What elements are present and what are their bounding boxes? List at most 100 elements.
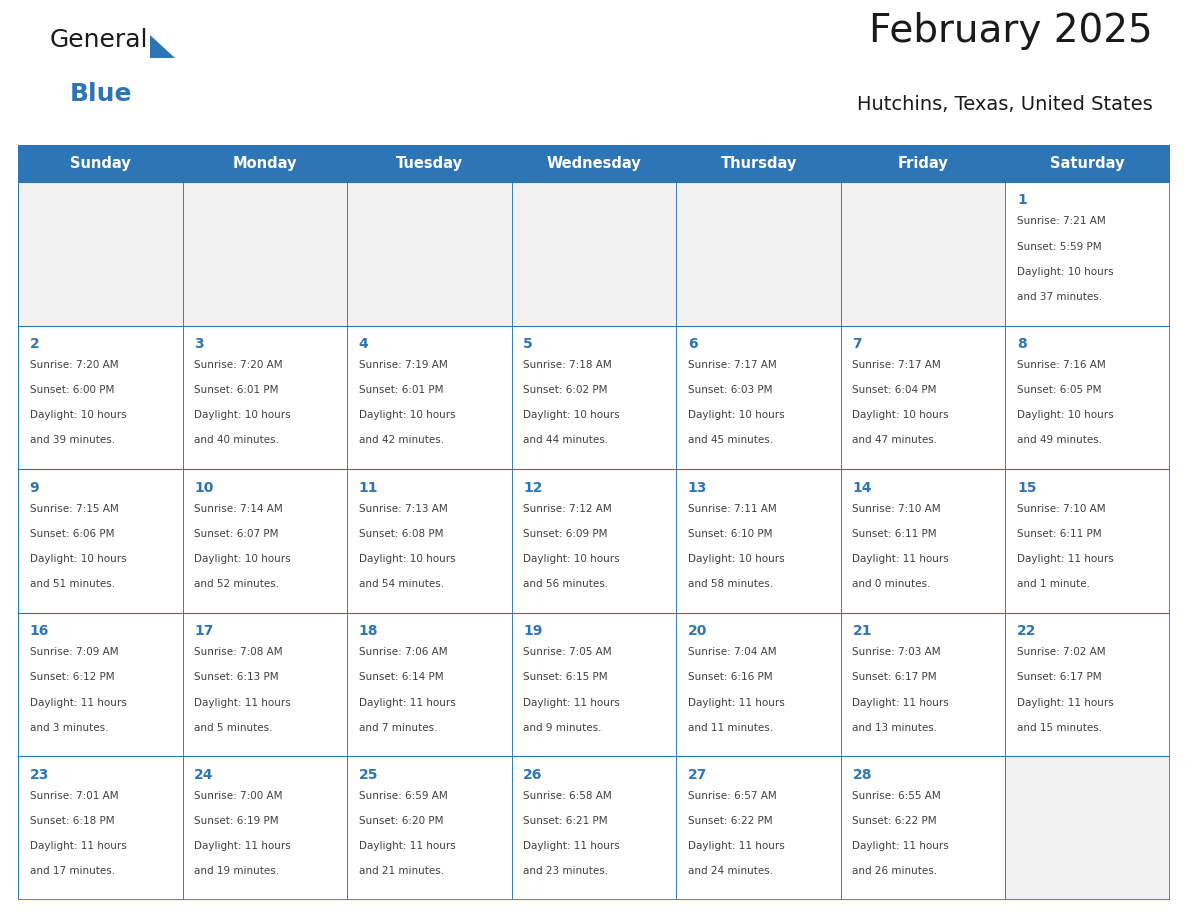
Text: Sunset: 6:13 PM: Sunset: 6:13 PM: [194, 672, 279, 682]
Text: Sunrise: 7:10 AM: Sunrise: 7:10 AM: [852, 504, 941, 514]
Text: Sunrise: 7:21 AM: Sunrise: 7:21 AM: [1017, 217, 1106, 227]
Text: and 58 minutes.: and 58 minutes.: [688, 579, 773, 589]
Bar: [1005, 613, 1170, 756]
Text: and 23 minutes.: and 23 minutes.: [523, 867, 608, 877]
Text: 20: 20: [688, 624, 707, 638]
Text: Sunset: 6:06 PM: Sunset: 6:06 PM: [30, 529, 114, 539]
Text: February 2025: February 2025: [868, 12, 1152, 50]
Text: Daylight: 11 hours: Daylight: 11 hours: [523, 698, 620, 708]
Text: and 17 minutes.: and 17 minutes.: [30, 867, 115, 877]
Text: Sunrise: 7:04 AM: Sunrise: 7:04 AM: [688, 647, 777, 657]
Text: Saturday: Saturday: [1050, 156, 1125, 171]
Text: 27: 27: [688, 767, 707, 782]
Bar: [1005, 326, 1170, 469]
Text: and 49 minutes.: and 49 minutes.: [1017, 435, 1102, 445]
Text: Sunrise: 7:02 AM: Sunrise: 7:02 AM: [1017, 647, 1106, 657]
Text: Sunset: 6:20 PM: Sunset: 6:20 PM: [359, 816, 443, 826]
Text: Daylight: 10 hours: Daylight: 10 hours: [523, 554, 620, 564]
Text: 19: 19: [523, 624, 543, 638]
Bar: [18, 756, 183, 900]
Text: Sunrise: 7:12 AM: Sunrise: 7:12 AM: [523, 504, 612, 514]
Text: Sunrise: 7:20 AM: Sunrise: 7:20 AM: [194, 360, 283, 370]
Text: and 24 minutes.: and 24 minutes.: [688, 867, 773, 877]
Text: Sunrise: 7:18 AM: Sunrise: 7:18 AM: [523, 360, 612, 370]
Text: Sunset: 6:08 PM: Sunset: 6:08 PM: [359, 529, 443, 539]
Text: and 44 minutes.: and 44 minutes.: [523, 435, 608, 445]
Text: Daylight: 10 hours: Daylight: 10 hours: [30, 554, 126, 564]
Bar: [347, 756, 512, 900]
Bar: [841, 326, 1005, 469]
Text: Daylight: 11 hours: Daylight: 11 hours: [1017, 554, 1113, 564]
Text: Sunset: 5:59 PM: Sunset: 5:59 PM: [1017, 241, 1101, 252]
Text: 21: 21: [852, 624, 872, 638]
Text: Sunrise: 7:16 AM: Sunrise: 7:16 AM: [1017, 360, 1106, 370]
Text: and 13 minutes.: and 13 minutes.: [852, 722, 937, 733]
Text: Sunset: 6:02 PM: Sunset: 6:02 PM: [523, 386, 608, 395]
Text: Hutchins, Texas, United States: Hutchins, Texas, United States: [857, 95, 1152, 115]
Text: Wednesday: Wednesday: [546, 156, 642, 171]
Text: and 37 minutes.: and 37 minutes.: [1017, 292, 1102, 302]
Bar: [512, 182, 676, 326]
Text: Sunset: 6:07 PM: Sunset: 6:07 PM: [194, 529, 279, 539]
Text: 8: 8: [1017, 337, 1026, 351]
Text: 14: 14: [852, 481, 872, 495]
Text: and 40 minutes.: and 40 minutes.: [194, 435, 279, 445]
Text: Daylight: 11 hours: Daylight: 11 hours: [194, 698, 291, 708]
Text: Sunrise: 7:17 AM: Sunrise: 7:17 AM: [852, 360, 941, 370]
Text: Sunrise: 7:09 AM: Sunrise: 7:09 AM: [30, 647, 118, 657]
Bar: [512, 469, 676, 613]
Bar: [676, 326, 841, 469]
Text: and 45 minutes.: and 45 minutes.: [688, 435, 773, 445]
Text: Daylight: 10 hours: Daylight: 10 hours: [30, 410, 126, 420]
Text: Sunrise: 7:11 AM: Sunrise: 7:11 AM: [688, 504, 777, 514]
Text: 7: 7: [852, 337, 862, 351]
Text: and 51 minutes.: and 51 minutes.: [30, 579, 115, 589]
Text: 15: 15: [1017, 481, 1036, 495]
Text: and 56 minutes.: and 56 minutes.: [523, 579, 608, 589]
Text: Sunrise: 7:17 AM: Sunrise: 7:17 AM: [688, 360, 777, 370]
Text: Sunrise: 6:57 AM: Sunrise: 6:57 AM: [688, 791, 777, 800]
Text: Daylight: 10 hours: Daylight: 10 hours: [523, 410, 620, 420]
Bar: [1005, 756, 1170, 900]
Text: and 47 minutes.: and 47 minutes.: [852, 435, 937, 445]
Text: and 1 minute.: and 1 minute.: [1017, 579, 1089, 589]
Text: 2: 2: [30, 337, 39, 351]
Text: Sunset: 6:17 PM: Sunset: 6:17 PM: [1017, 672, 1101, 682]
Bar: [18, 469, 183, 613]
Text: Sunset: 6:22 PM: Sunset: 6:22 PM: [688, 816, 772, 826]
Bar: [512, 613, 676, 756]
Text: Sunrise: 7:15 AM: Sunrise: 7:15 AM: [30, 504, 119, 514]
Text: and 3 minutes.: and 3 minutes.: [30, 722, 108, 733]
Text: and 15 minutes.: and 15 minutes.: [1017, 722, 1102, 733]
Text: Daylight: 10 hours: Daylight: 10 hours: [194, 554, 291, 564]
Text: General: General: [50, 28, 148, 52]
Text: and 5 minutes.: and 5 minutes.: [194, 722, 272, 733]
Text: and 19 minutes.: and 19 minutes.: [194, 867, 279, 877]
Text: 18: 18: [359, 624, 378, 638]
Text: and 11 minutes.: and 11 minutes.: [688, 722, 773, 733]
Text: Daylight: 11 hours: Daylight: 11 hours: [30, 698, 126, 708]
Text: Daylight: 11 hours: Daylight: 11 hours: [688, 698, 784, 708]
Bar: [1005, 469, 1170, 613]
Text: and 52 minutes.: and 52 minutes.: [194, 579, 279, 589]
Text: Friday: Friday: [898, 156, 948, 171]
Bar: [841, 182, 1005, 326]
Text: Blue: Blue: [70, 82, 133, 106]
Text: Sunrise: 7:10 AM: Sunrise: 7:10 AM: [1017, 504, 1106, 514]
Text: Sunrise: 7:19 AM: Sunrise: 7:19 AM: [359, 360, 448, 370]
Text: Sunrise: 6:58 AM: Sunrise: 6:58 AM: [523, 791, 612, 800]
Bar: [347, 469, 512, 613]
Bar: [183, 326, 347, 469]
Text: Sunset: 6:05 PM: Sunset: 6:05 PM: [1017, 386, 1101, 395]
Text: Sunrise: 6:59 AM: Sunrise: 6:59 AM: [359, 791, 448, 800]
Text: 23: 23: [30, 767, 49, 782]
Text: and 39 minutes.: and 39 minutes.: [30, 435, 115, 445]
Text: Sunset: 6:04 PM: Sunset: 6:04 PM: [852, 386, 937, 395]
Text: 5: 5: [523, 337, 533, 351]
Bar: [347, 326, 512, 469]
Text: and 42 minutes.: and 42 minutes.: [359, 435, 444, 445]
Text: Daylight: 11 hours: Daylight: 11 hours: [194, 841, 291, 851]
Text: Sunset: 6:10 PM: Sunset: 6:10 PM: [688, 529, 772, 539]
Text: Daylight: 10 hours: Daylight: 10 hours: [359, 410, 455, 420]
Text: Sunrise: 7:13 AM: Sunrise: 7:13 AM: [359, 504, 448, 514]
